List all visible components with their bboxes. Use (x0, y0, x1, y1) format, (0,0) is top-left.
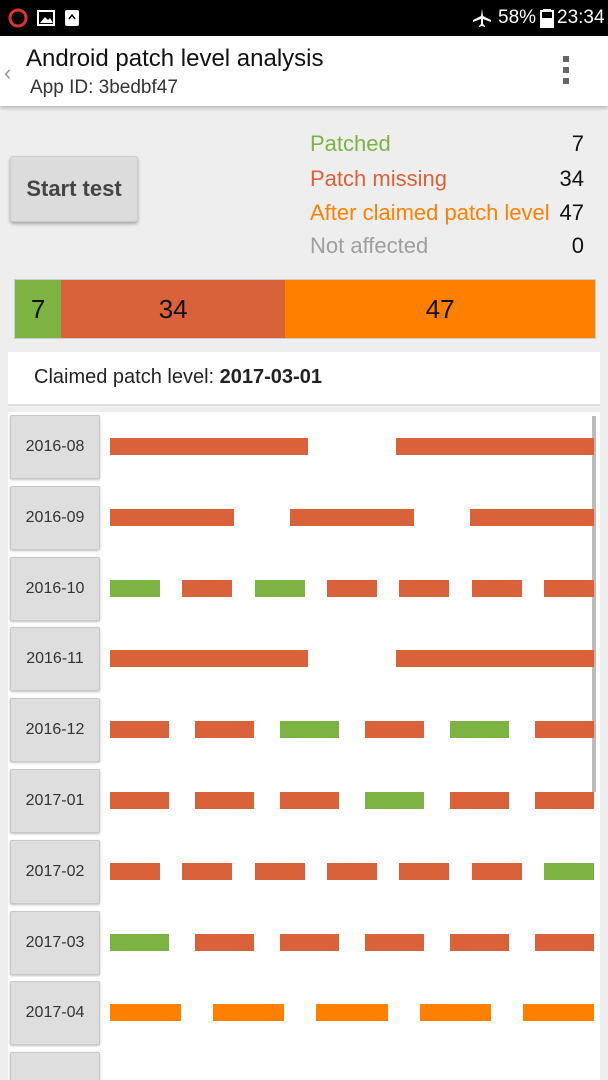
stat-value-patched: 7 (571, 131, 584, 156)
patch-mark-missing[interactable] (396, 650, 594, 668)
patch-mark-missing[interactable] (327, 579, 377, 597)
patch-mark-patched[interactable] (110, 579, 160, 597)
battery-percent: 58% (498, 7, 537, 28)
patch-mark-missing[interactable] (110, 862, 160, 880)
claimed-patch-level-value: 2017-03-01 (219, 366, 322, 388)
notification-icon (8, 8, 28, 28)
patch-mark-missing[interactable] (399, 579, 450, 597)
patch-mark-missing[interactable] (399, 862, 450, 880)
patch-mark-after[interactable] (522, 1004, 594, 1022)
patch-mark-missing[interactable] (535, 721, 594, 739)
month-button-2016-09[interactable]: 2016-09 (10, 485, 100, 550)
scrollbar[interactable] (592, 416, 596, 792)
summary-bar: 7 34 47 (14, 279, 596, 339)
patch-mark-missing[interactable] (450, 933, 509, 951)
stat-label-patched: Patched (310, 131, 391, 156)
patch-mark-after[interactable] (213, 1004, 285, 1022)
stat-label-after: After claimed patch level (310, 200, 550, 225)
patch-mark-missing[interactable] (195, 721, 254, 739)
status-bar: 58% 23:34 (0, 0, 608, 36)
stat-value-missing: 34 (559, 166, 584, 191)
month-button-partial[interactable] (10, 1052, 100, 1080)
patch-mark-missing[interactable] (471, 862, 522, 880)
patch-mark-patched[interactable] (365, 792, 424, 809)
patch-mark-missing[interactable] (195, 792, 254, 809)
month-button-2016-11[interactable]: 2016-11 (10, 627, 100, 692)
patch-mark-missing[interactable] (254, 862, 305, 880)
month-button-2016-12[interactable]: 2016-12 (10, 698, 100, 763)
patch-mark-after[interactable] (316, 1004, 388, 1022)
app-bar: ‹ Android patch level analysis App ID: 3… (0, 36, 608, 106)
patch-mark-missing[interactable] (110, 650, 308, 668)
summary-segment-after: 47 (285, 280, 595, 338)
patch-mark-missing[interactable] (110, 792, 169, 809)
patch-mark-missing[interactable] (280, 792, 339, 809)
patch-mark-patched[interactable] (254, 579, 305, 597)
patch-mark-missing[interactable] (535, 933, 594, 951)
image-icon (37, 10, 55, 26)
patch-grid[interactable]: 2016-08 2016-09 2016-10 2016-11 2016-12 2017-… (8, 412, 600, 1080)
claimed-patch-level-panel: Claimed patch level: 2017-03-01 (8, 352, 600, 406)
patch-mark-missing[interactable] (182, 579, 233, 597)
summary-segment-patched: 7 (15, 280, 62, 338)
patch-mark-missing[interactable] (280, 933, 339, 951)
patch-mark-missing[interactable] (469, 508, 594, 526)
patch-mark-after[interactable] (110, 1004, 182, 1022)
patch-mark-patched[interactable] (450, 721, 509, 739)
patch-mark-patched[interactable] (110, 933, 169, 951)
overflow-menu-icon[interactable] (562, 56, 572, 88)
claimed-patch-level-label: Claimed patch level: (34, 366, 215, 388)
patch-mark-missing[interactable] (327, 862, 377, 880)
patch-mark-missing[interactable] (182, 862, 233, 880)
patch-mark-after[interactable] (419, 1004, 491, 1022)
airplane-mode-icon (473, 9, 491, 27)
summary-segment-missing: 34 (61, 280, 286, 338)
month-button-2016-08[interactable]: 2016-08 (10, 415, 100, 479)
stat-label-not-affected: Not affected (310, 233, 429, 258)
patch-mark-missing[interactable] (535, 792, 594, 809)
month-button-2017-02[interactable]: 2017-02 (10, 839, 100, 904)
patch-mark-patched[interactable] (544, 862, 594, 880)
patch-mark-missing[interactable] (396, 438, 594, 455)
battery-icon (540, 9, 554, 28)
patch-mark-missing[interactable] (450, 792, 509, 809)
start-test-button[interactable]: Start test (10, 156, 138, 222)
patch-mark-patched[interactable] (280, 721, 339, 739)
month-button-2017-03[interactable]: 2017-03 (10, 910, 100, 975)
app-id-subtitle: App ID: 3bedbf47 (30, 77, 178, 98)
claimed-patch-level-text: Claimed patch level: 2017-03-01 (34, 366, 322, 389)
patch-mark-missing[interactable] (110, 438, 308, 455)
page-title: Android patch level analysis (26, 45, 324, 72)
patch-mark-missing[interactable] (365, 933, 424, 951)
patch-mark-missing[interactable] (110, 508, 235, 526)
patch-mark-missing[interactable] (471, 579, 522, 597)
patch-mark-missing[interactable] (365, 721, 424, 739)
patch-mark-missing[interactable] (544, 579, 594, 597)
recycle-icon (65, 10, 79, 26)
back-chevron-icon[interactable]: ‹ (4, 60, 12, 85)
patch-mark-missing[interactable] (289, 508, 415, 526)
patch-mark-missing[interactable] (110, 721, 169, 739)
stat-value-after: 47 (559, 200, 584, 225)
month-button-2017-04[interactable]: 2017-04 (10, 981, 100, 1046)
clock: 23:34 (557, 7, 605, 28)
stat-label-missing: Patch missing (310, 166, 447, 191)
month-button-2016-10[interactable]: 2016-10 (10, 556, 100, 621)
month-button-2017-01[interactable]: 2017-01 (10, 769, 100, 833)
patch-mark-missing[interactable] (195, 933, 254, 951)
stat-value-not-affected: 0 (571, 233, 584, 258)
